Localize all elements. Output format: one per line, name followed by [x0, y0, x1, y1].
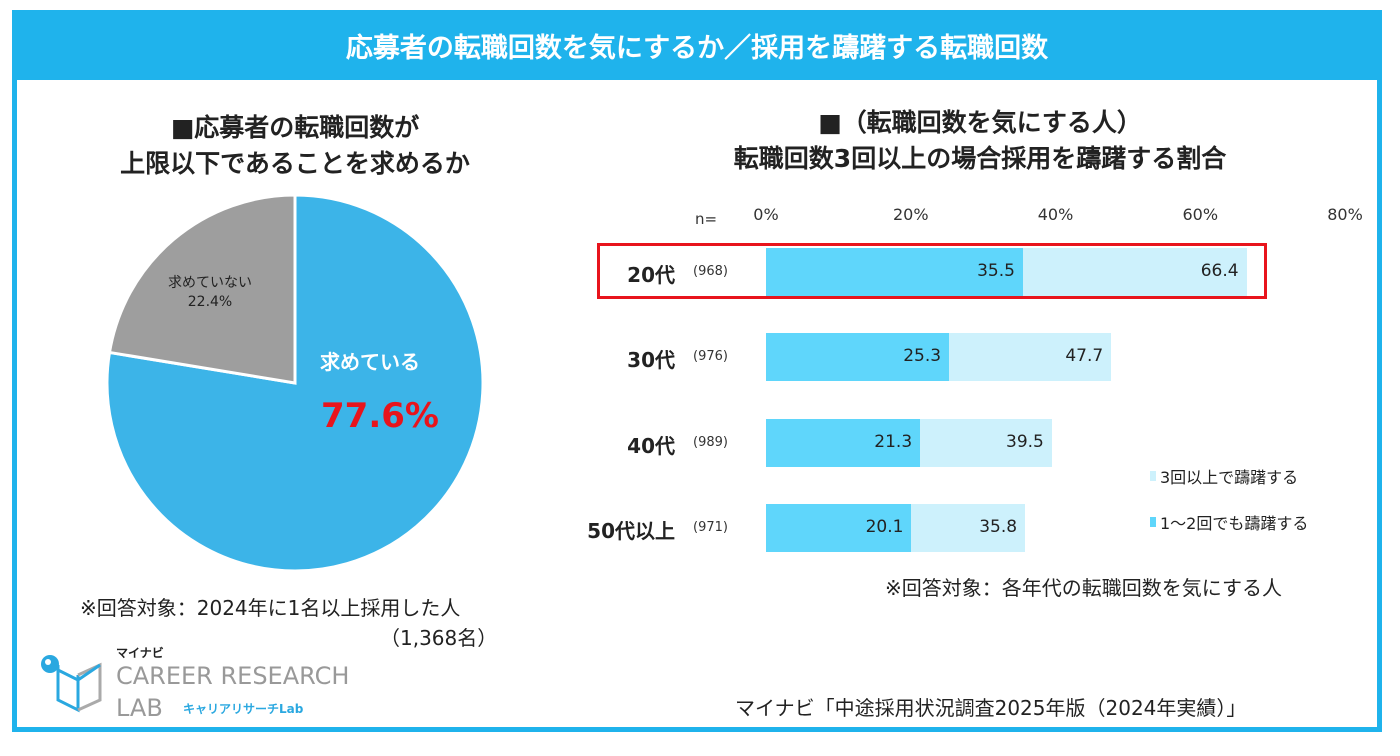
pie-title-line-1: ■応募者の転職回数が: [170, 113, 420, 142]
n-value: (968): [693, 264, 728, 279]
tick-label: 20%: [892, 205, 929, 224]
tick-label: 80%: [1327, 205, 1363, 224]
page-title: 応募者の転職回数を気にするか／採用を躊躇する転職回数: [12, 10, 1382, 80]
data-label: 47.7: [1065, 346, 1104, 366]
pie-label-yes: 求めている: [320, 350, 420, 374]
data-label: 39.5: [1006, 432, 1044, 452]
data-label: 35.8: [979, 517, 1018, 537]
pie-title-line-2: 上限以下であることを求めるか: [120, 149, 470, 178]
n-value: (989): [693, 435, 728, 450]
category-label: 50代以上: [587, 519, 675, 543]
legend-label: 3回以上で躊躇する: [1160, 468, 1299, 487]
pie-note: ※回答対象：2024年に1名以上採用した人: [80, 596, 461, 620]
n-value: (971): [693, 520, 728, 535]
bar-1to2: [766, 333, 950, 381]
bar-title: ■（転職回数を気にする人） 転職回数3回以上の場合採用を躊躇する割合: [640, 105, 1320, 177]
logo-sub: キャリアリサーチLab: [183, 702, 304, 716]
category-label: 20代: [627, 263, 675, 287]
legend-swatch: [1150, 471, 1156, 481]
logo-line2: LAB: [116, 694, 163, 722]
logo-icon: [41, 655, 102, 713]
bar-title-line-2: 転職回数3回以上の場合採用を躊躇する割合: [733, 144, 1227, 173]
pie-chart: [105, 193, 485, 573]
data-label: 35.5: [977, 261, 1015, 281]
bar-note: ※回答対象：各年代の転職回数を気にする人: [885, 576, 1282, 600]
n-value: (976): [693, 349, 728, 364]
data-label: 21.3: [874, 432, 913, 452]
source: マイナビ「中途採用状況調査2025年版（2024年実績）」: [735, 696, 1247, 720]
highlight-box: [597, 243, 1267, 299]
legend-swatch: [1150, 517, 1156, 527]
pie-label-no: 求めていない: [168, 275, 252, 291]
pie-title: ■応募者の転職回数が 上限以下であることを求めるか: [60, 110, 530, 182]
legend-item-1to2: 1～2回でも躊躇する: [1150, 510, 1308, 534]
data-label: 66.4: [1200, 261, 1239, 281]
pie-value-yes: 77.6%: [321, 396, 439, 436]
pie-value-no: 22.4%: [187, 294, 233, 310]
n-label: n=: [695, 210, 718, 228]
bar-1to2: [766, 504, 912, 552]
bar-title-line-1: ■（転職回数を気にする人）: [818, 108, 1142, 137]
logo: マイナビ CAREER RESEARCH LAB キャリアリサーチLab: [38, 646, 349, 724]
data-label: 25.3: [903, 346, 942, 366]
data-label: 20.1: [865, 517, 904, 537]
logo-brand: マイナビ: [116, 646, 164, 660]
legend-label: 1～2回でも躊躇する: [1160, 514, 1309, 533]
tick-label: 40%: [1037, 205, 1074, 224]
legend-item-3plus: 3回以上で躊躇する: [1150, 464, 1298, 488]
logo-line1: CAREER RESEARCH: [116, 662, 350, 690]
tick-label: 60%: [1182, 205, 1219, 224]
tick-label: 0%: [753, 205, 779, 224]
category-label: 40代: [627, 434, 675, 458]
pie-slice-no: [107, 193, 297, 385]
bar-1to2: [766, 419, 921, 467]
bar-1to2: [766, 248, 1023, 296]
category-label: 30代: [627, 348, 675, 372]
pie-note-count: （1,368名）: [380, 626, 498, 650]
